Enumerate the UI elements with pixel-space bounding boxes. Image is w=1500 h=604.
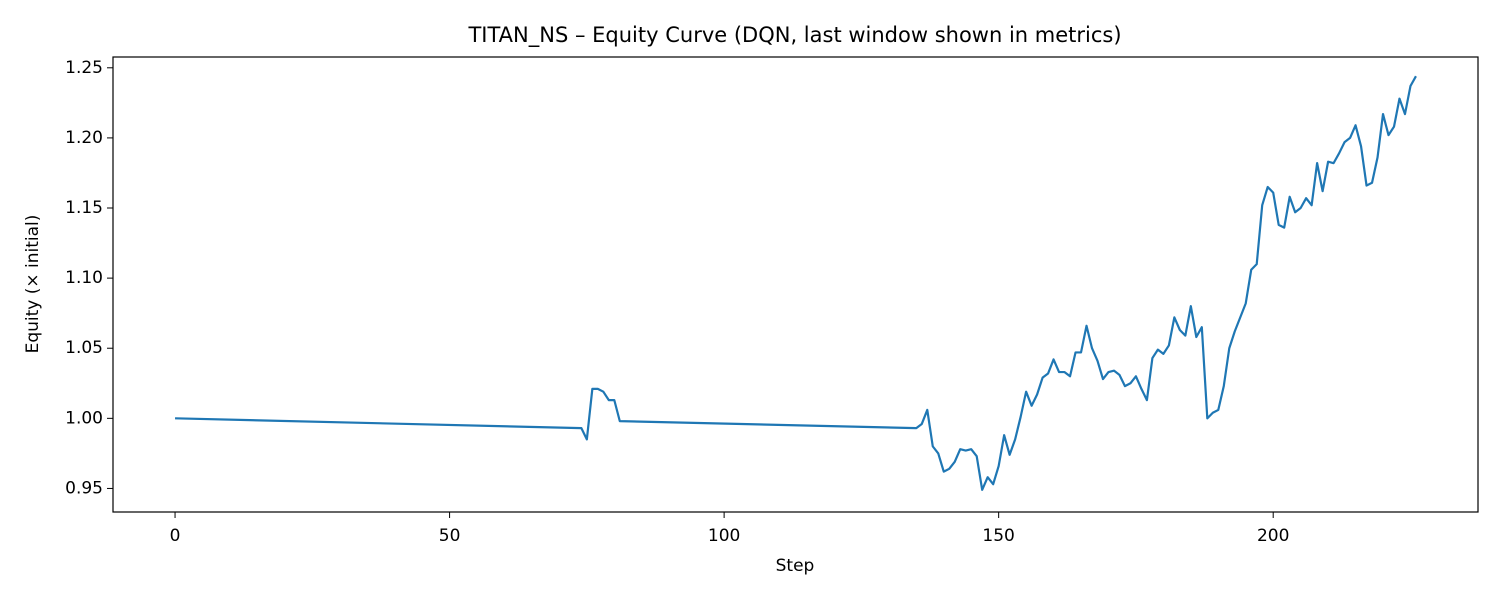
x-tick-label: 100 <box>708 526 740 546</box>
y-axis-label: Equity (× initial) <box>23 215 43 354</box>
plot-frame <box>112 56 1479 513</box>
series-line <box>175 75 1417 491</box>
y-tick-label: 0.95 <box>65 478 103 498</box>
x-tick-label: 0 <box>170 526 181 546</box>
y-tick-label: 1.10 <box>65 268 103 288</box>
y-tick-label: 1.00 <box>65 408 103 428</box>
x-tick-label: 200 <box>1257 526 1289 546</box>
x-tick-label: 50 <box>439 526 461 546</box>
chart-title: TITAN_NS – Equity Curve (DQN, last windo… <box>467 23 1121 48</box>
x-axis-label: Step <box>776 556 815 576</box>
y-tick-label: 1.25 <box>65 58 103 78</box>
y-tick-label: 1.15 <box>65 198 103 218</box>
y-tick-label: 1.20 <box>65 128 103 148</box>
y-tick-label: 1.05 <box>65 338 103 358</box>
x-tick-label: 150 <box>982 526 1014 546</box>
